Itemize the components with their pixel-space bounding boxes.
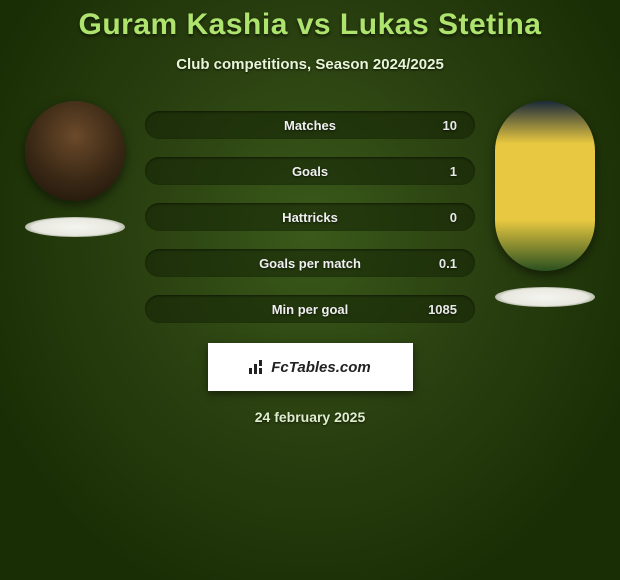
comparison-main: Matches 10 Goals 1 Hattricks 0 Goals per… [0, 101, 620, 323]
stat-label: Goals per match [259, 256, 361, 271]
comparison-title: Guram Kashia vs Lukas Stetina [78, 8, 541, 42]
player-right [495, 101, 595, 307]
stat-row: Hattricks 0 [145, 203, 475, 231]
stat-p2-value: 0 [450, 210, 457, 225]
comparison-date: 24 february 2025 [255, 409, 366, 425]
stat-label: Hattricks [282, 210, 338, 225]
stat-label: Matches [284, 118, 336, 133]
player-left-avatar [25, 101, 125, 201]
stat-row: Goals per match 0.1 [145, 249, 475, 277]
player-left-shadow [25, 217, 125, 237]
player-right-shadow [495, 287, 595, 307]
stats-table: Matches 10 Goals 1 Hattricks 0 Goals per… [145, 111, 475, 323]
stat-p2-value: 1 [450, 164, 457, 179]
stat-label: Min per goal [272, 302, 349, 317]
stat-row: Min per goal 1085 [145, 295, 475, 323]
stat-p2-value: 10 [443, 118, 457, 133]
player-right-avatar [495, 101, 595, 271]
stat-row: Matches 10 [145, 111, 475, 139]
season-subtitle: Club competitions, Season 2024/2025 [176, 56, 444, 73]
player-left [25, 101, 125, 237]
stat-row: Goals 1 [145, 157, 475, 185]
stat-p2-value: 0.1 [439, 256, 457, 271]
chart-icon [249, 360, 267, 374]
stat-label: Goals [292, 164, 328, 179]
source-logo-text: FcTables.com [249, 359, 370, 376]
source-logo: FcTables.com [208, 343, 413, 391]
stat-p2-value: 1085 [428, 302, 457, 317]
